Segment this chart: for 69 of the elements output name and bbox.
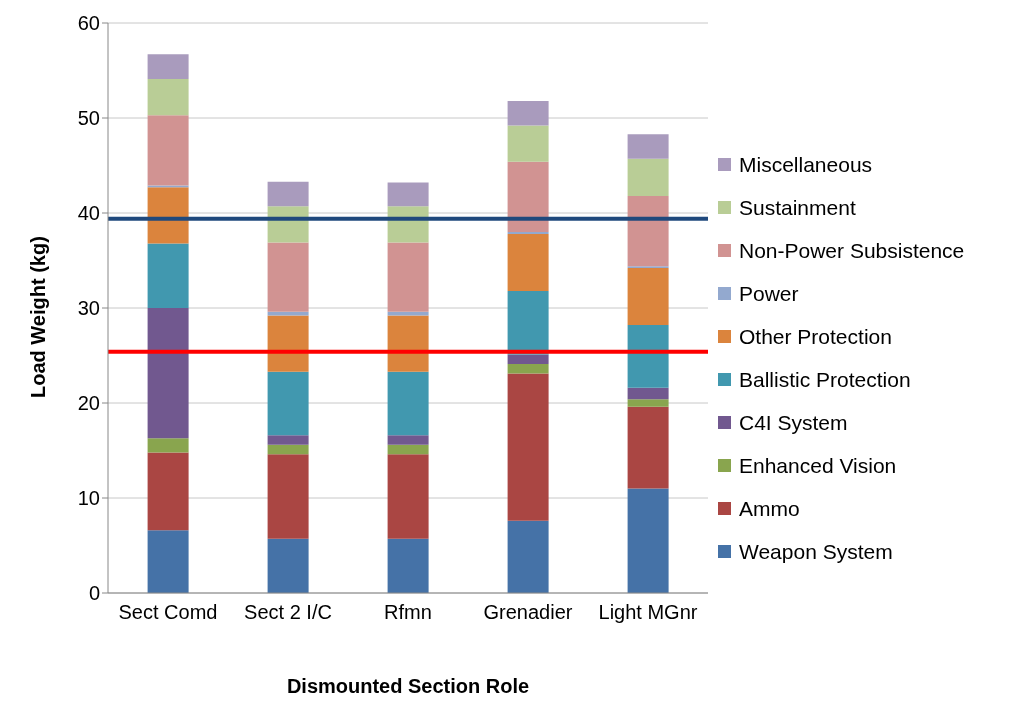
bar <box>627 406 669 489</box>
legend-label: Weapon System <box>739 539 893 564</box>
bar <box>507 354 549 365</box>
legend-label: C4I System <box>739 410 848 435</box>
y-tick-label: 10 <box>77 487 100 510</box>
y-tick-label: 20 <box>77 392 100 415</box>
x-tick-label: Sect 2 I/C <box>244 601 332 623</box>
y-tick-label: 40 <box>77 202 100 225</box>
bar <box>147 243 189 308</box>
bar <box>387 371 429 436</box>
legend-label: Miscellaneous <box>739 152 873 177</box>
x-tick-label: Rfmn <box>384 601 432 623</box>
legend-label: Non-Power Subsistence <box>739 238 965 263</box>
bar <box>267 315 309 372</box>
bar <box>507 125 549 162</box>
legend-label: Ammo <box>739 496 800 521</box>
bar <box>387 242 429 312</box>
bar <box>387 311 429 316</box>
bar <box>147 54 189 80</box>
bar <box>267 242 309 312</box>
bar <box>387 315 429 372</box>
bar <box>507 364 549 374</box>
y-tick-label: 50 <box>77 107 100 130</box>
y-tick-label: 60 <box>77 12 100 35</box>
bar <box>627 134 669 159</box>
legend-label: Power <box>739 281 799 306</box>
bar <box>507 373 549 521</box>
bar <box>507 161 549 232</box>
x-tick-label: Light MGnr <box>598 601 698 623</box>
bar <box>147 452 189 531</box>
bar <box>627 325 669 388</box>
bar <box>267 538 309 593</box>
bar <box>507 233 549 291</box>
bar <box>507 520 549 593</box>
bar <box>387 444 429 455</box>
bar <box>267 371 309 436</box>
bar <box>147 115 189 186</box>
x-tick-label: Grenadier <box>483 601 573 623</box>
legend-label: Sustainment <box>739 195 856 220</box>
legend-label: Other Protection <box>739 324 892 349</box>
legend-label: Ballistic Protection <box>739 367 911 392</box>
bar <box>507 290 549 355</box>
x-tick-label: Sect Comd <box>118 601 218 623</box>
bar <box>627 158 669 196</box>
y-axis-title: Load Weight (kg) <box>27 236 50 398</box>
legend-label: Enhanced Vision <box>739 453 897 478</box>
bar <box>267 454 309 539</box>
bar <box>147 308 189 439</box>
bar <box>387 454 429 539</box>
bar <box>627 268 669 326</box>
x-axis-title: Dismounted Section Role <box>286 675 530 697</box>
bar <box>267 311 309 316</box>
bar <box>147 187 189 244</box>
bar <box>147 438 189 453</box>
bar <box>387 538 429 593</box>
bar <box>507 100 549 126</box>
bar <box>387 435 429 445</box>
bar <box>267 435 309 445</box>
bar <box>147 79 189 116</box>
bar <box>627 488 669 593</box>
bar <box>627 195 669 267</box>
bar <box>387 182 429 207</box>
y-tick-label: 30 <box>77 297 100 320</box>
bar <box>627 387 669 400</box>
bar <box>267 444 309 455</box>
bar <box>267 181 309 207</box>
bar <box>147 530 189 593</box>
y-tick-label: 0 <box>88 582 100 605</box>
bar <box>627 399 669 407</box>
